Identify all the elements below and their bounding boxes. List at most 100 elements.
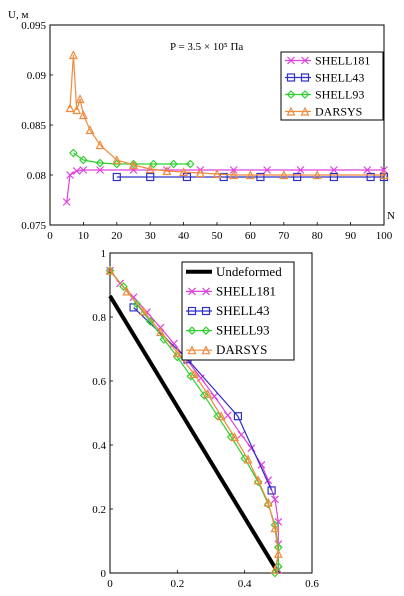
data-point (329, 166, 338, 174)
data-point (380, 166, 388, 174)
legend-item-shell93: SHELL93 (186, 323, 269, 338)
series-darsys (65, 50, 389, 180)
legend-marker (187, 326, 197, 335)
legend-marker (286, 106, 296, 116)
data-point (379, 170, 389, 180)
legend-marker (188, 287, 196, 296)
legend-label: SHELL43 (315, 71, 364, 85)
data-point (72, 105, 82, 115)
data-point (169, 159, 178, 169)
legend-marker (300, 106, 310, 116)
x-axis-label: N (387, 210, 395, 222)
series-darsys (105, 265, 283, 574)
series-line (69, 54, 384, 176)
data-point (112, 172, 121, 182)
pressure-annotation: P = 3.5 × 10⁵ Па (170, 41, 243, 53)
data-point (270, 523, 280, 533)
y-tick-label: 0.095 (21, 20, 46, 32)
data-point (186, 371, 196, 381)
data-point (112, 159, 122, 169)
data-point (72, 167, 81, 175)
legend-marker (300, 90, 310, 99)
tick-labels-bottom: 0 0.2 0.4 0.6 0 0.2 0.4 0.6 0.8 1 (92, 248, 319, 590)
data-point (267, 486, 276, 495)
data-point (96, 166, 105, 174)
legend-marker (286, 73, 296, 82)
data-point (223, 411, 232, 420)
legend-item-shell181: SHELL181 (186, 283, 276, 298)
data-point (129, 159, 138, 169)
data-point (66, 171, 74, 179)
x-tick-label: 0.4 (238, 578, 252, 590)
data-point (212, 169, 222, 179)
y-tick-label: 0.09 (27, 70, 47, 82)
legend-marker (201, 326, 211, 335)
data-point (263, 497, 273, 507)
data-point (263, 166, 272, 174)
data-point (78, 110, 88, 120)
x-tick-label: 0.6 (305, 578, 319, 590)
y-tick-label: 0.8 (92, 312, 106, 324)
data-point (185, 159, 195, 169)
legend-marker (300, 73, 310, 82)
data-point (182, 172, 192, 182)
legend-label: SHELL93 (216, 323, 269, 338)
legend-top: SHELL181 SHELL43 SHELL93 DARSYS (280, 51, 384, 121)
x-tick-label: 90 (345, 230, 357, 242)
legend-label: DARSYS (216, 342, 267, 357)
data-point (216, 411, 226, 421)
y-tick-label: 0 (101, 568, 107, 580)
data-point (233, 412, 243, 421)
chart-bottom: 0 0.2 0.4 0.6 0 0.2 0.4 0.6 0.8 1 Undeformed SHELL… (92, 248, 319, 590)
legend-item-darsys: DARSYS (285, 105, 362, 119)
data-point (129, 293, 138, 302)
series-undeformed (108, 294, 281, 575)
data-point (195, 168, 205, 178)
data-point (69, 148, 78, 158)
x-tick-label: 10 (78, 230, 90, 242)
series-line (133, 306, 273, 491)
y-tick-label: 0.6 (92, 376, 106, 388)
x-tick-label: 70 (278, 230, 290, 242)
series-shell181 (62, 166, 388, 206)
data-point (129, 166, 138, 174)
x-tick-label: 50 (212, 230, 224, 242)
x-tick-label: 80 (312, 230, 324, 242)
legend-marker (187, 306, 197, 316)
data-point (85, 125, 95, 135)
data-point (162, 166, 172, 176)
y-tick-label: 0.08 (27, 170, 47, 182)
data-point (199, 391, 209, 400)
series-group-bottom (105, 265, 283, 578)
data-point (189, 369, 199, 379)
y-tick-label: 0.4 (92, 440, 106, 452)
y-tick-label: 0.2 (92, 504, 106, 516)
series-line (108, 294, 281, 575)
legend-marker (201, 345, 211, 355)
legend-marker (187, 345, 197, 355)
data-point (379, 172, 389, 182)
legend-label: DARSYS (315, 105, 362, 119)
data-point (273, 548, 283, 558)
y-tick-label: 1 (101, 248, 107, 260)
data-point (68, 50, 78, 60)
chart-top: U, м N P = 3.5 × 10⁵ Па 0 10 20 30 40 50 60 70 8… (8, 9, 395, 242)
data-point (95, 140, 105, 150)
data-point (329, 172, 338, 182)
legend-item-shell43: SHELL43 (186, 303, 269, 318)
x-tick-label: 0.2 (170, 578, 184, 590)
data-point (229, 170, 239, 180)
data-point (62, 198, 71, 206)
series-line (66, 169, 384, 203)
data-point (363, 166, 372, 174)
legend-label: SHELL93 (315, 88, 364, 102)
data-point (129, 160, 138, 170)
data-point (95, 158, 105, 168)
legend-marker (201, 306, 211, 316)
legend-marker (287, 56, 295, 65)
legend-item-shell181: SHELL181 (285, 54, 370, 68)
data-point (293, 172, 302, 182)
legend-marker (301, 56, 309, 65)
data-point (279, 170, 289, 180)
data-point (145, 164, 155, 174)
